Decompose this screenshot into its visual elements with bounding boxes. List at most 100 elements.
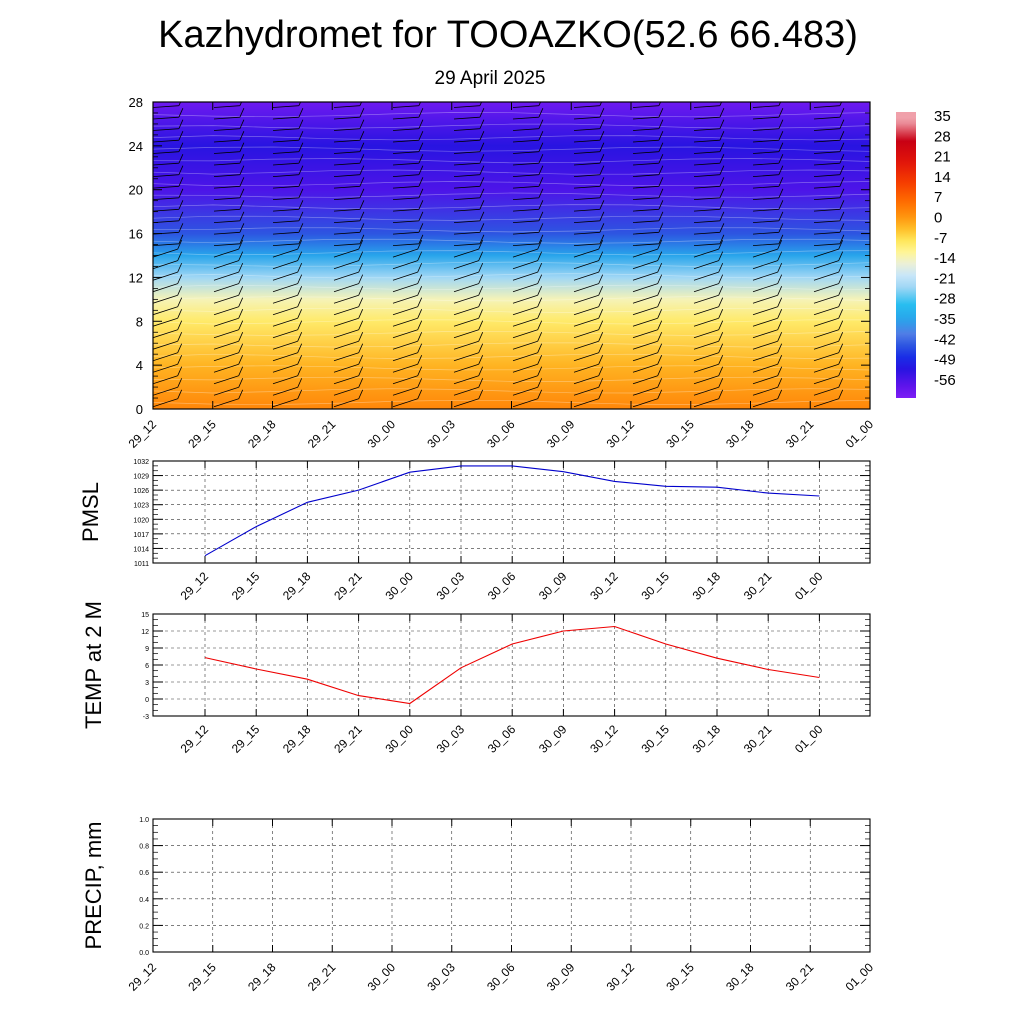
wind-barb [693,165,725,177]
wind-barb [813,239,844,258]
x-tick-label: 30_15 [638,722,672,756]
wind-barb [333,102,362,108]
wind-barb [632,119,664,131]
wind-barb [752,286,783,304]
wind-barb [333,286,364,304]
wind-barb [153,320,183,339]
wind-barb [632,332,663,350]
wind-barb [752,142,784,154]
wind-barb [272,355,303,373]
wind-barb [213,165,245,177]
wind-barb [272,223,304,235]
wind-barb [752,223,784,235]
colorbar-label: 7 [934,189,942,206]
wind-barb [213,239,244,258]
y-tick-label: 4 [136,358,143,373]
wind-barb [333,309,364,327]
colorbar-label: 35 [934,108,951,125]
x-tick-label: 30_06 [484,960,518,994]
wind-barb [752,343,783,362]
wind-barb [813,297,844,316]
wind-barb [632,154,664,166]
colorbar-label: -28 [934,291,956,308]
wind-barb [392,131,424,143]
x-tick-label: 01_00 [792,722,826,756]
contour-line [153,158,870,164]
wind-barb [752,320,783,339]
x-tick-label: 30_21 [783,417,817,451]
wind-barb [392,200,424,212]
wind-barb [813,108,845,120]
wind-barb [272,177,304,189]
wind-barb [453,320,484,339]
wind-barb [512,320,543,339]
wind-barb [573,119,605,131]
wind-barb [453,102,482,108]
wind-barb [213,251,244,270]
wind-barb [813,131,845,143]
wind-barb [752,332,783,350]
contour-line [153,296,870,302]
x-tick-label: 30_18 [690,722,724,756]
contour-line [153,227,870,233]
chart-subtitle: 29 April 2025 [435,68,546,89]
wind-barb [213,309,244,327]
wind-barb [453,239,484,258]
wind-barb [153,378,183,396]
x-tick-label: 30_00 [365,960,399,994]
wind-barb [632,297,663,316]
wind-barb [813,262,844,281]
contour-line [153,365,870,371]
wind-barb [453,211,485,223]
wind-barb [573,165,605,177]
wind-barb [813,102,842,108]
wind-barb [333,142,365,154]
wind-barb [813,211,845,223]
wind-barb [153,251,183,270]
contour-line [153,123,870,129]
colorbar-label: 28 [934,128,951,145]
y-tick-label: 0.4 [139,897,149,904]
wind-barb [512,102,541,108]
wind-barb [512,378,543,396]
wind-barb [333,320,364,339]
wind-barb [632,188,664,200]
x-tick-label: 30_15 [663,960,697,994]
wind-barb [213,102,242,108]
x-tick-label: 30_12 [587,569,621,603]
wind-barb [392,343,423,362]
wind-barb [632,102,661,108]
wind-barb [693,102,722,108]
wind-barb [693,366,724,385]
x-tick-label: 29_12 [126,960,160,994]
wind-barb [153,309,183,327]
contour-line [153,273,870,279]
y-tick-label: 3 [145,680,149,687]
wind-barb [153,177,184,189]
wind-barb [693,297,724,316]
y-tick-label: 8 [136,314,143,329]
x-tick-label: 30_18 [690,569,724,603]
wind-barb [693,131,725,143]
wind-barb [272,274,303,293]
wind-barb [693,142,725,154]
x-tick-label: 30_15 [638,569,672,603]
wind-barb [213,286,244,304]
wind-barb [813,119,845,131]
wind-barb [392,211,424,223]
wind-barb [632,165,664,177]
wind-barb [392,142,424,154]
x-tick-label: 29_18 [245,960,279,994]
wind-barb [453,297,484,316]
y-tick-label: 0 [145,697,149,704]
wind-barb [693,262,724,281]
y-tick-label: 1.0 [139,817,149,824]
y-tick-label: 16 [129,227,143,242]
wind-barb [272,102,301,108]
wind-barb [213,297,244,316]
wind-barb [333,131,365,143]
wind-barb [453,223,485,235]
wind-barb [752,211,784,223]
wind-barb [573,177,605,189]
wind-barb [752,102,781,108]
